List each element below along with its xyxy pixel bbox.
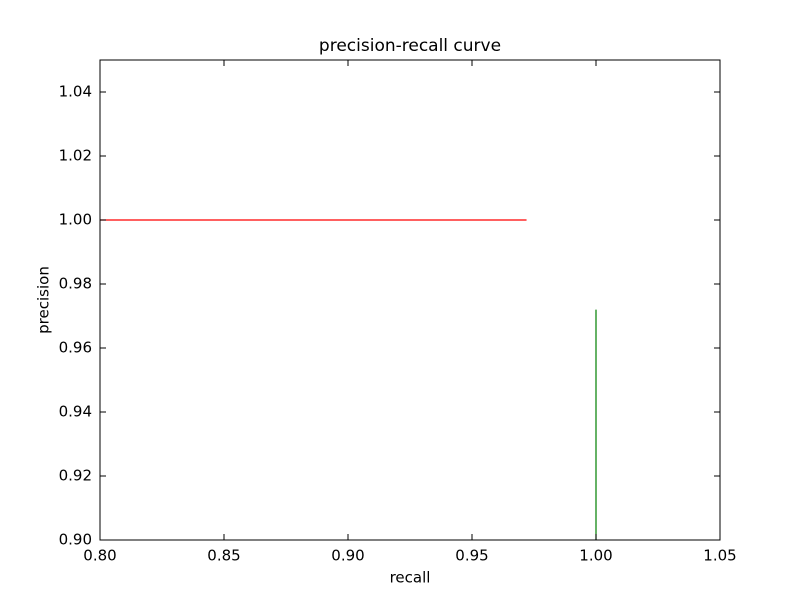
chart-title: precision-recall curve	[319, 36, 501, 56]
y-tick-label: 0.96	[59, 339, 92, 357]
y-axis-label: precision	[35, 266, 53, 334]
y-tick-label: 0.92	[59, 467, 92, 485]
y-tick-label: 0.90	[59, 531, 92, 549]
x-tick-label: 0.95	[455, 547, 488, 565]
plot-frame	[99, 59, 721, 541]
x-tick-label: 0.90	[331, 547, 364, 565]
y-tick-label: 0.94	[59, 403, 92, 421]
x-axis-label: recall	[390, 569, 431, 587]
x-tick-label: 1.00	[579, 547, 612, 565]
x-tick-label: 0.85	[207, 547, 240, 565]
x-tick-label: 1.05	[703, 547, 736, 565]
y-tick-label: 1.04	[59, 83, 92, 101]
y-tick-label: 1.02	[59, 147, 92, 165]
x-tick-label: 0.80	[83, 547, 116, 565]
y-tick-label: 0.98	[59, 275, 92, 293]
y-tick-label: 1.00	[59, 211, 92, 229]
